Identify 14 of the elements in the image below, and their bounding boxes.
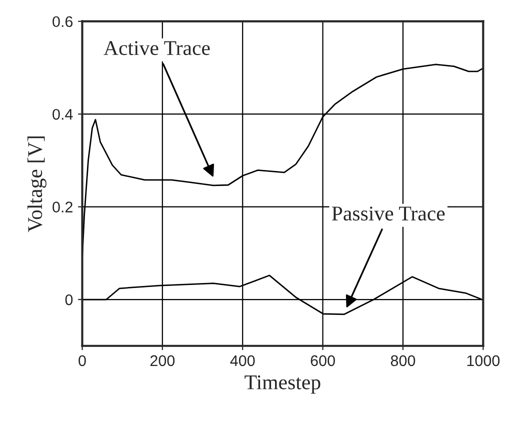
x-tick-label: 800 xyxy=(390,355,416,366)
x-axis-title: Timestep xyxy=(244,375,320,394)
annotation: Passive Trace xyxy=(332,206,445,221)
x-tick-label: 0 xyxy=(78,355,86,366)
x-tick-label: 400 xyxy=(230,355,255,366)
x-tick-label: 600 xyxy=(310,355,335,366)
y-tick-label: 0.2 xyxy=(52,202,72,212)
y-tick-label: 0 xyxy=(65,294,73,306)
y-tick-label: 0.4 xyxy=(52,108,73,120)
x-tick-label: 200 xyxy=(150,355,175,366)
x-tick-label: 1000 xyxy=(467,355,500,366)
y-tick-label: 0.6 xyxy=(52,16,73,28)
y-axis-title: Voltage [V] xyxy=(27,136,46,232)
annotation: Active Trace xyxy=(104,41,210,56)
